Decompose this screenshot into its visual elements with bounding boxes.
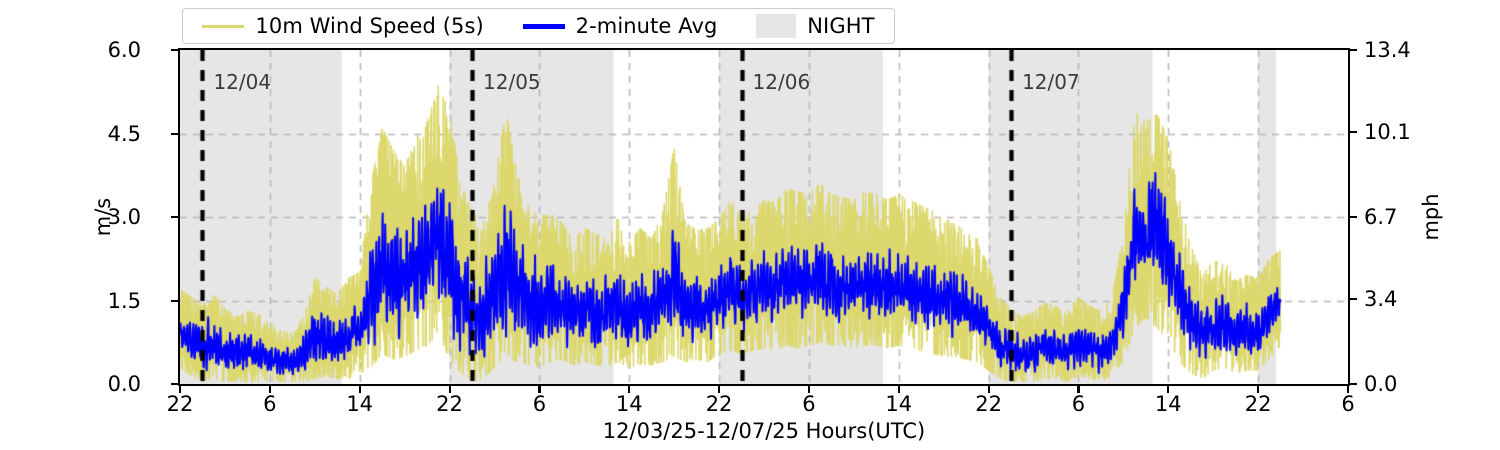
y-tick-mark-right xyxy=(1349,49,1357,52)
legend-label-wind-speed-5s: 10m Wind Speed (5s) xyxy=(255,14,484,38)
date-annotation: 12/05 xyxy=(483,70,541,94)
y-tick-label-left: 3.0 xyxy=(107,205,141,229)
y-tick-label-left: 6.0 xyxy=(107,38,141,62)
x-tick-mark xyxy=(358,385,361,393)
y-tick-mark-left xyxy=(171,132,179,135)
x-tick-label: 14 xyxy=(885,392,913,416)
legend-swatch-2-minute-avg-icon xyxy=(522,23,565,29)
legend-entry-night[interactable]: NIGHT xyxy=(756,14,874,38)
x-tick-label: 6 xyxy=(532,392,547,416)
x-tick-mark xyxy=(268,385,272,393)
x-tick-label: 14 xyxy=(1154,392,1182,416)
chart-legend: 10m Wind Speed (5s) 2-minute Avg NIGHT xyxy=(182,8,895,44)
y-tick-mark-right xyxy=(1349,383,1357,386)
y-tick-label-right: 13.4 xyxy=(1364,38,1411,62)
x-tick-mark xyxy=(807,385,811,393)
y-tick-label-right: 10.1 xyxy=(1364,120,1411,145)
legend-entry-wind-speed-5s[interactable]: 10m Wind Speed (5s) xyxy=(202,14,484,38)
legend-swatch-wind-speed-5s-icon xyxy=(202,24,245,28)
x-tick-mark xyxy=(897,385,900,393)
x-tick-mark xyxy=(1167,385,1170,393)
x-tick-mark xyxy=(1347,385,1350,393)
date-annotation: 12/04 xyxy=(213,70,272,94)
plot-area xyxy=(178,48,1350,386)
date-annotation: 12/06 xyxy=(752,70,811,94)
x-tick-label: 14 xyxy=(615,392,643,416)
x-tick-mark xyxy=(448,385,451,393)
x-tick-label: 6 xyxy=(263,392,277,416)
y-tick-mark-right xyxy=(1349,216,1357,219)
x-tick-mark xyxy=(179,385,182,393)
x-tick-mark xyxy=(538,385,541,393)
x-tick-label: 6 xyxy=(802,392,816,416)
x-tick-label: 22 xyxy=(166,392,194,416)
x-tick-mark xyxy=(987,385,990,393)
x-tick-label: 22 xyxy=(705,392,733,416)
y-tick-label-right: 6.7 xyxy=(1364,205,1398,229)
legend-label-2-minute-avg: 2-minute Avg xyxy=(575,14,718,38)
y-tick-label-left: 1.5 xyxy=(107,288,141,313)
x-tick-mark xyxy=(1257,385,1260,393)
x-axis-title: 12/03/25-12/07/25 Hours(UTC) xyxy=(602,419,926,443)
legend-swatch-night-icon xyxy=(756,14,797,38)
y-tick-mark-right xyxy=(1349,298,1357,301)
y-tick-label-right: 0.0 xyxy=(1364,372,1398,396)
y-tick-mark-left xyxy=(171,299,179,302)
x-tick-label: 22 xyxy=(975,392,1002,416)
x-tick-mark xyxy=(1077,385,1080,393)
x-tick-label: 6 xyxy=(1341,392,1355,416)
x-tick-mark xyxy=(718,385,721,393)
legend-entry-2-minute-avg[interactable]: 2-minute Avg xyxy=(522,14,718,38)
y-tick-mark-left xyxy=(171,383,179,386)
x-tick-label: 6 xyxy=(1071,392,1086,416)
y-tick-label-left: 0.0 xyxy=(107,372,141,396)
x-tick-label: 22 xyxy=(436,392,463,416)
y-tick-mark-left xyxy=(171,49,179,52)
y-axis-title-right: mph xyxy=(1419,193,1443,241)
y-tick-label-right: 3.4 xyxy=(1364,287,1398,312)
x-tick-label: 14 xyxy=(346,392,374,416)
legend-label-night: NIGHT xyxy=(807,14,875,38)
y-tick-label-left: 4.5 xyxy=(107,121,141,146)
y-tick-mark-left xyxy=(171,216,179,219)
date-annotation: 12/07 xyxy=(1022,70,1080,94)
x-tick-label: 22 xyxy=(1244,392,1272,416)
x-tick-mark xyxy=(628,385,631,393)
y-tick-mark-right xyxy=(1349,131,1357,134)
chart-canvas xyxy=(180,50,1348,384)
